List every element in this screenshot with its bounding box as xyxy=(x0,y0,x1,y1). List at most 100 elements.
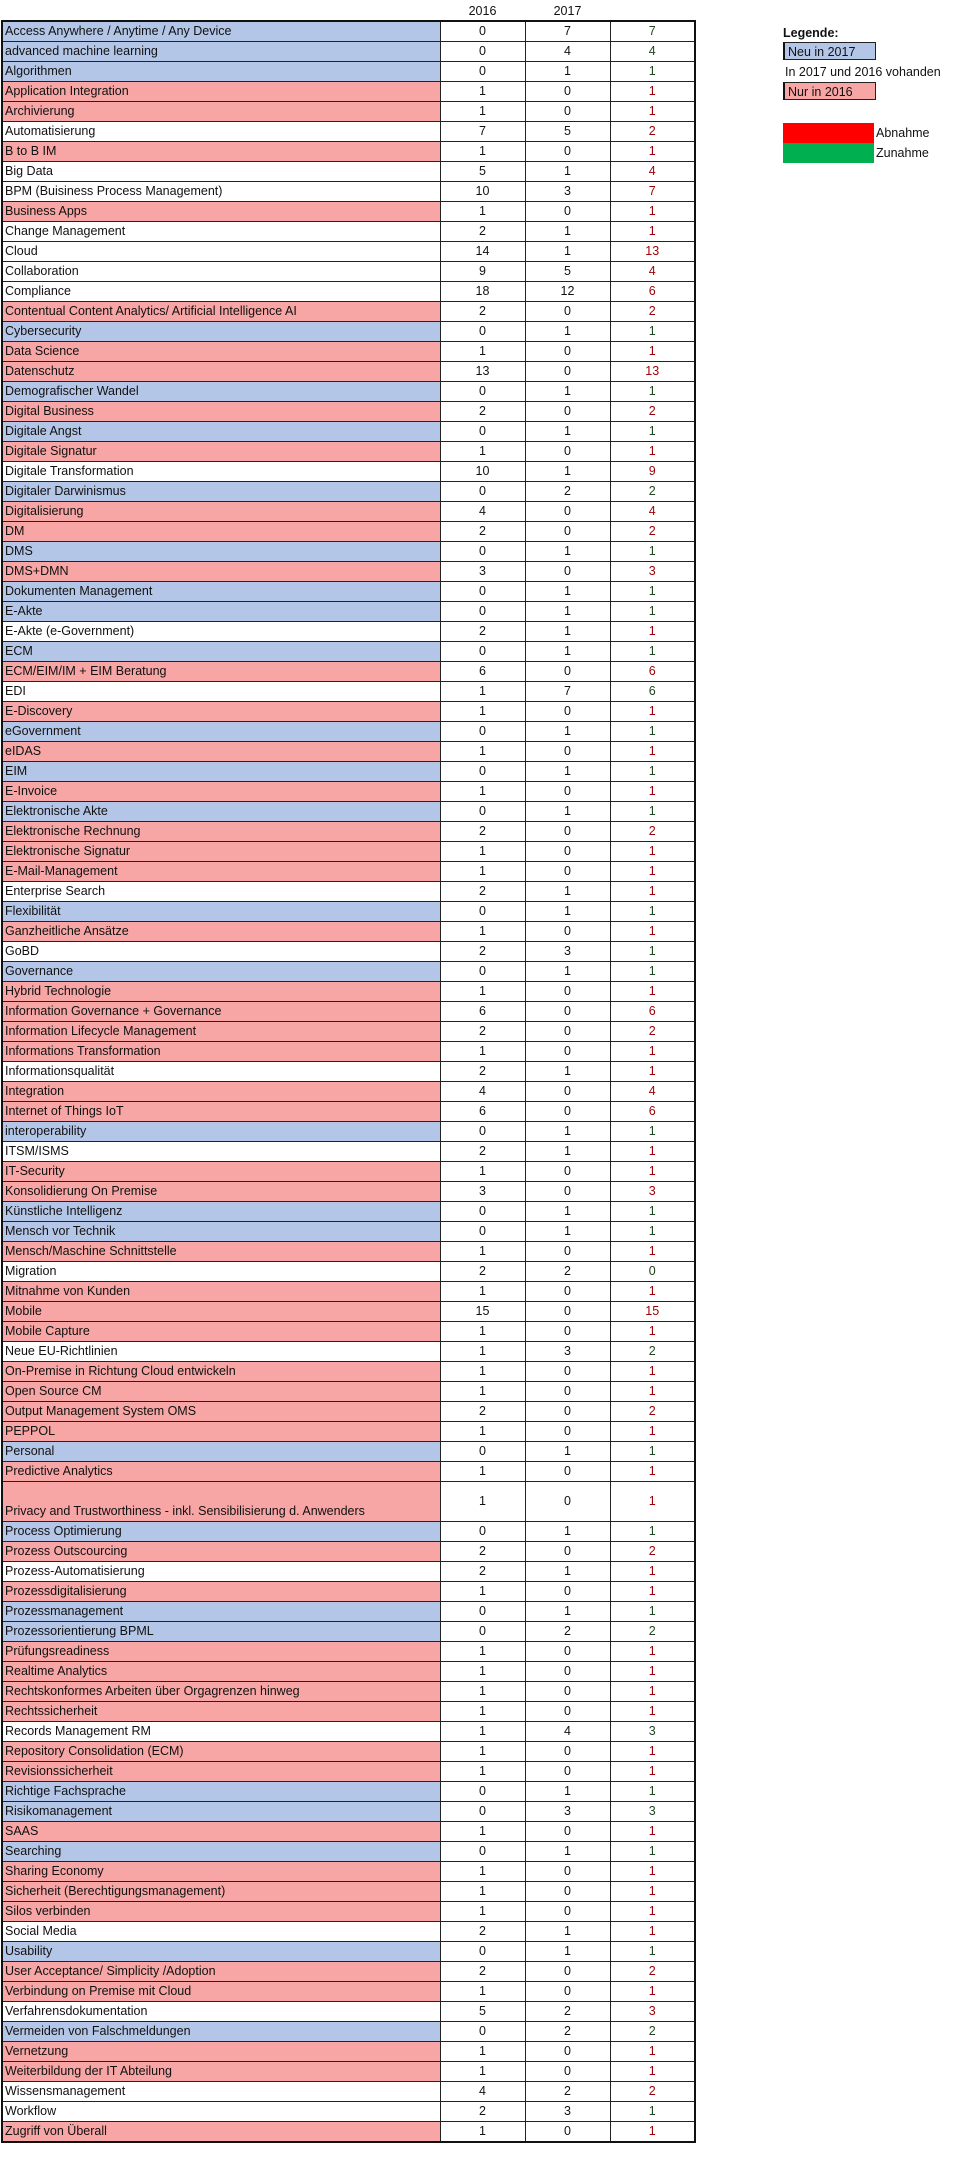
table-row: Social Media 2 1 1 xyxy=(1,1921,696,1942)
difference-cell: 1 xyxy=(609,741,696,762)
difference-cell: 1 xyxy=(609,2121,696,2143)
count-2016-cell: 1 xyxy=(439,341,526,362)
count-2017-cell: 0 xyxy=(524,1761,611,1782)
topic-cell: Enterprise Search xyxy=(1,881,441,902)
count-2016-cell: 0 xyxy=(439,20,526,42)
count-2016-cell: 0 xyxy=(439,961,526,982)
difference-cell: 6 xyxy=(609,681,696,702)
count-2017-cell: 0 xyxy=(524,1421,611,1442)
difference-cell: 1 xyxy=(609,1161,696,1182)
table-row: EIM 0 1 1 xyxy=(1,761,696,782)
count-2016-cell: 1 xyxy=(439,1981,526,2002)
table-row: Digitale Transformation 10 1 9 xyxy=(1,461,696,482)
count-2017-cell: 1 xyxy=(524,901,611,922)
count-2017-cell: 0 xyxy=(524,661,611,682)
count-2016-cell: 2 xyxy=(439,881,526,902)
topic-cell: Datenschutz xyxy=(1,361,441,382)
difference-cell: 4 xyxy=(609,261,696,282)
count-2016-cell: 1 xyxy=(439,781,526,802)
difference-cell: 1 xyxy=(609,2041,696,2062)
topic-cell: Information Governance + Governance xyxy=(1,1001,441,1022)
difference-cell: 1 xyxy=(609,1861,696,1882)
topic-cell: Dokumenten Management xyxy=(1,581,441,602)
table-row: eIDAS 1 0 1 xyxy=(1,741,696,762)
count-2017-cell: 0 xyxy=(524,1741,611,1762)
count-2016-cell: 1 xyxy=(439,1701,526,1722)
table-row: Governance 0 1 1 xyxy=(1,961,696,982)
count-2017-cell: 1 xyxy=(524,221,611,242)
count-2017-cell: 1 xyxy=(524,721,611,742)
topic-cell: Automatisierung xyxy=(1,121,441,142)
count-2017-cell: 1 xyxy=(524,601,611,622)
difference-cell: 1 xyxy=(609,341,696,362)
count-2016-cell: 0 xyxy=(439,1121,526,1142)
difference-cell: 2 xyxy=(609,1021,696,1042)
count-2016-cell: 1 xyxy=(439,1361,526,1382)
count-2016-cell: 2 xyxy=(439,401,526,422)
table-row: Dokumenten Management 0 1 1 xyxy=(1,581,696,602)
difference-cell: 1 xyxy=(609,1561,696,1582)
count-2017-cell: 0 xyxy=(524,1301,611,1322)
table-row: DMS+DMN 3 0 3 xyxy=(1,561,696,582)
difference-cell: 1 xyxy=(609,1641,696,1662)
topic-cell: Silos verbinden xyxy=(1,1901,441,1922)
topic-cell: Algorithmen xyxy=(1,61,441,82)
difference-cell: 1 xyxy=(609,961,696,982)
topic-cell: E-Mail-Management xyxy=(1,861,441,882)
difference-cell: 1 xyxy=(609,581,696,602)
count-2016-cell: 1 xyxy=(439,2121,526,2143)
count-2016-cell: 2 xyxy=(439,1561,526,1582)
difference-cell: 2 xyxy=(609,1961,696,1982)
legend-nur-in-2016: Nur in 2016 xyxy=(783,82,876,100)
count-2017-cell: 0 xyxy=(524,101,611,122)
count-2017-cell: 0 xyxy=(524,821,611,842)
table-row: Rechtskonformes Arbeiten über Orgagrenze… xyxy=(1,1681,696,1702)
topic-cell: eGovernment xyxy=(1,721,441,742)
count-2016-cell: 1 xyxy=(439,1461,526,1482)
count-2016-cell: 3 xyxy=(439,561,526,582)
table-row: Repository Consolidation (ECM) 1 0 1 xyxy=(1,1741,696,1762)
topic-cell: Process Optimierung xyxy=(1,1521,441,1542)
abnahme-swatch xyxy=(783,123,874,143)
count-2016-cell: 1 xyxy=(439,1661,526,1682)
difference-cell: 1 xyxy=(609,841,696,862)
topic-cell: Flexibilität xyxy=(1,901,441,922)
table-row: Sharing Economy 1 0 1 xyxy=(1,1861,696,1882)
count-2017-cell: 0 xyxy=(524,1541,611,1562)
table-row: Prozess Outscourcing 2 0 2 xyxy=(1,1541,696,1562)
topic-cell: GoBD xyxy=(1,941,441,962)
count-2017-cell: 2 xyxy=(524,1261,611,1282)
topic-cell: Künstliche Intelligenz xyxy=(1,1201,441,1222)
count-2017-cell: 1 xyxy=(524,801,611,822)
count-2017-cell: 0 xyxy=(524,141,611,162)
difference-cell: 1 xyxy=(609,1361,696,1382)
count-2016-cell: 1 xyxy=(439,1641,526,1662)
topic-cell: Repository Consolidation (ECM) xyxy=(1,1741,441,1762)
count-2016-cell: 2 xyxy=(439,2101,526,2122)
table-row: Process Optimierung 0 1 1 xyxy=(1,1521,696,1542)
difference-cell: 1 xyxy=(609,721,696,742)
difference-cell: 1 xyxy=(609,81,696,102)
table-row: Künstliche Intelligenz 0 1 1 xyxy=(1,1201,696,1222)
table-row: Richtige Fachsprache 0 1 1 xyxy=(1,1781,696,1802)
count-2016-cell: 0 xyxy=(439,321,526,342)
count-2016-cell: 0 xyxy=(439,1221,526,1242)
topic-cell: Rechtskonformes Arbeiten über Orgagrenze… xyxy=(1,1681,441,1702)
table-row: Information Governance + Governance 6 0 6 xyxy=(1,1001,696,1022)
difference-cell: 1 xyxy=(609,1041,696,1062)
count-2017-cell: 0 xyxy=(524,441,611,462)
count-2017-cell: 2 xyxy=(524,481,611,502)
count-2017-cell: 1 xyxy=(524,1601,611,1622)
count-2017-cell: 0 xyxy=(524,301,611,322)
topic-cell: Digitalisierung xyxy=(1,501,441,522)
table-row: eGovernment 0 1 1 xyxy=(1,721,696,742)
difference-cell: 1 xyxy=(609,1761,696,1782)
legend-beide-vorhanden: In 2017 und 2016 vohanden xyxy=(785,65,941,79)
count-2016-cell: 1 xyxy=(439,1881,526,1902)
table-row: Business Apps 1 0 1 xyxy=(1,201,696,222)
difference-cell: 1 xyxy=(609,1881,696,1902)
count-2016-cell: 3 xyxy=(439,1181,526,1202)
table-row: E-Akte 0 1 1 xyxy=(1,601,696,622)
topic-cell: Output Management System OMS xyxy=(1,1401,441,1422)
count-2017-cell: 0 xyxy=(524,1481,611,1522)
